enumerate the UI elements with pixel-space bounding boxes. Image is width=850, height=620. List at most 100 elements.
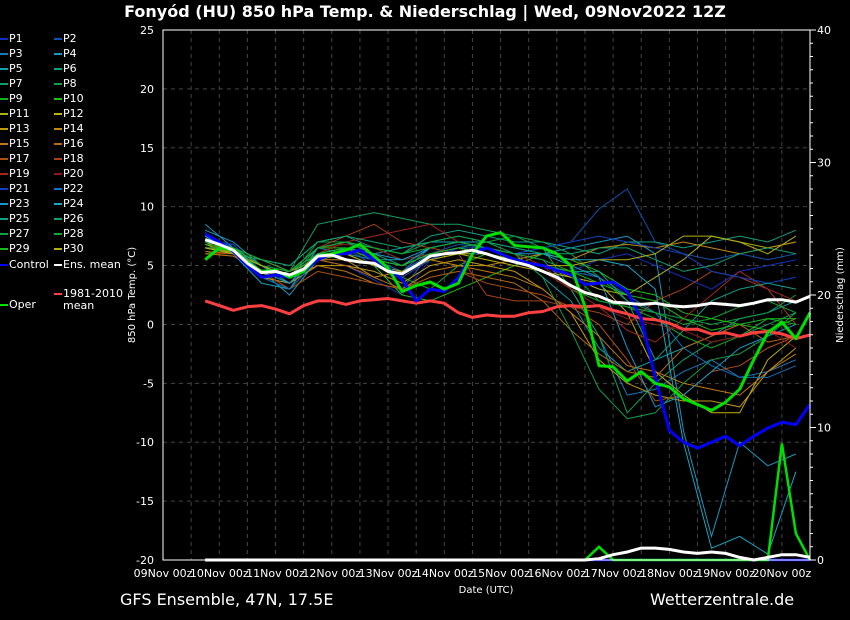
legend-swatch bbox=[0, 128, 8, 130]
legend-label: P24 bbox=[63, 197, 84, 210]
legend-label: Control bbox=[9, 258, 49, 271]
y2-tick-label: 0 bbox=[817, 554, 824, 567]
x-tick-label: 12Nov 00z bbox=[302, 567, 361, 580]
legend-label: P11 bbox=[9, 107, 30, 120]
legend-label: P27 bbox=[9, 227, 30, 240]
x-tick-label: 17Nov 00z bbox=[584, 567, 643, 580]
series-line-ens-mean bbox=[204, 238, 811, 309]
legend-swatch bbox=[0, 248, 8, 250]
legend-item-p11: P11 bbox=[0, 108, 30, 120]
legend-item-p28: P28 bbox=[54, 228, 84, 240]
legend-swatch bbox=[54, 128, 62, 130]
y-tick-label: 15 bbox=[140, 142, 154, 155]
legend-item-p10: P10 bbox=[54, 93, 84, 105]
legend-swatch bbox=[0, 218, 8, 220]
legend-label: Oper bbox=[9, 298, 36, 311]
legend-swatch bbox=[0, 38, 8, 40]
legend-swatch bbox=[0, 304, 8, 306]
legend-item-p29: P29 bbox=[0, 243, 30, 255]
legend-label: P14 bbox=[63, 122, 84, 135]
legend-label: P13 bbox=[9, 122, 30, 135]
x-tick-label: 19Nov 00z bbox=[696, 567, 755, 580]
legend-label: P3 bbox=[9, 47, 23, 60]
y-tick-label: 0 bbox=[147, 318, 154, 331]
legend-label: P2 bbox=[63, 32, 77, 45]
y-tick-label: 20 bbox=[140, 83, 154, 96]
x-tick-label: 14Nov 00z bbox=[415, 567, 474, 580]
legend-label-line2: mean bbox=[63, 299, 95, 312]
legend-label: P29 bbox=[9, 242, 30, 255]
legend-label: P12 bbox=[63, 107, 84, 120]
legend-item-p30: P30 bbox=[54, 243, 84, 255]
legend-label: P26 bbox=[63, 212, 84, 225]
legend-swatch bbox=[0, 143, 8, 145]
legend-item-p12: P12 bbox=[54, 108, 84, 120]
legend-item-p23: P23 bbox=[0, 198, 30, 210]
legend-swatch bbox=[54, 83, 62, 85]
legend-item-p1: P1 bbox=[0, 33, 23, 45]
legend-swatch bbox=[0, 188, 8, 190]
legend-item-oper: Oper bbox=[0, 299, 36, 311]
legend-swatch bbox=[54, 218, 62, 220]
y2-axis-label: Niederschlag (mm) bbox=[835, 247, 846, 343]
legend-item-p6: P6 bbox=[54, 63, 77, 75]
legend-label: P9 bbox=[9, 92, 23, 105]
legend-label: P30 bbox=[63, 242, 84, 255]
legend-label: P10 bbox=[63, 92, 84, 105]
legend-swatch bbox=[0, 233, 8, 235]
legend-item-p22: P22 bbox=[54, 183, 84, 195]
legend-swatch bbox=[54, 293, 62, 295]
legend-swatch bbox=[54, 188, 62, 190]
y-tick-label: 5 bbox=[147, 260, 154, 273]
precip-line-ens-mean bbox=[205, 546, 811, 562]
legend-label: P17 bbox=[9, 152, 30, 165]
legend-item-p27: P27 bbox=[0, 228, 30, 240]
footer-model-info: GFS Ensemble, 47N, 17.5E bbox=[120, 590, 334, 609]
legend-label: P1 bbox=[9, 32, 23, 45]
precip-line-oper bbox=[205, 443, 812, 562]
legend-label: P18 bbox=[63, 152, 84, 165]
y-tick-label: -5 bbox=[143, 377, 154, 390]
legend-swatch bbox=[0, 98, 8, 100]
legend-item-control: Control bbox=[0, 259, 49, 271]
x-tick-label: 10Nov 00z bbox=[190, 567, 249, 580]
legend-swatch bbox=[54, 68, 62, 70]
series-line-1981-2010-mean bbox=[204, 297, 811, 341]
x-tick-label: 20Nov 00z bbox=[753, 567, 812, 580]
legend-label: P16 bbox=[63, 137, 84, 150]
legend-item-p24: P24 bbox=[54, 198, 84, 210]
legend-label: P4 bbox=[63, 47, 77, 60]
legend-label: P28 bbox=[63, 227, 84, 240]
chart-title: Fonyód (HU) 850 hPa Temp. & Niederschlag… bbox=[124, 2, 726, 21]
legend-item-p18: P18 bbox=[54, 153, 84, 165]
legend-swatch bbox=[0, 173, 8, 175]
legend-item-p8: P8 bbox=[54, 78, 77, 90]
legend-item-p25: P25 bbox=[0, 213, 30, 225]
y2-tick-label: 40 bbox=[817, 24, 831, 37]
precip-series bbox=[205, 443, 812, 562]
legend-item-p26: P26 bbox=[54, 213, 84, 225]
legend-item-p14: P14 bbox=[54, 123, 84, 135]
y-tick-label: -20 bbox=[136, 554, 154, 567]
x-axis-label: Date (UTC) bbox=[459, 585, 514, 596]
legend-label: 1981-2010 bbox=[63, 287, 123, 300]
legend-swatch bbox=[54, 98, 62, 100]
legend-item-p2: P2 bbox=[54, 33, 77, 45]
legend-label: P20 bbox=[63, 167, 84, 180]
legend-label: P7 bbox=[9, 77, 23, 90]
legend-item-p4: P4 bbox=[54, 48, 77, 60]
legend-swatch bbox=[0, 83, 8, 85]
legend-swatch bbox=[0, 53, 8, 55]
legend-swatch bbox=[54, 158, 62, 160]
legend-item-p17: P17 bbox=[0, 153, 30, 165]
y2-tick-label: 10 bbox=[817, 422, 831, 435]
legend-item-ens-mean: Ens. mean bbox=[54, 259, 121, 271]
legend-label: P6 bbox=[63, 62, 77, 75]
legend-label: P21 bbox=[9, 182, 30, 195]
legend-label: P22 bbox=[63, 182, 84, 195]
legend-item-p20: P20 bbox=[54, 168, 84, 180]
legend-swatch bbox=[54, 248, 62, 250]
legend-swatch bbox=[54, 264, 62, 266]
legend-swatch bbox=[0, 264, 8, 266]
